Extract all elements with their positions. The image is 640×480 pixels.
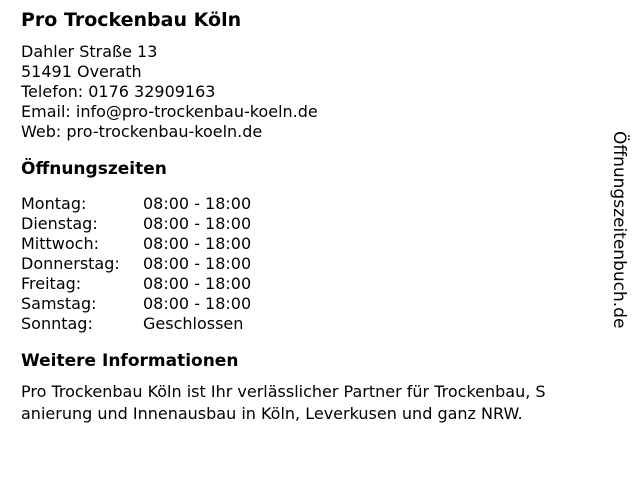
hours-row-wednesday: Mittwoch: 08:00 - 18:00 <box>21 234 251 254</box>
watermark-site-name: Öffnungszeitenbuch.de <box>609 131 629 329</box>
hours-row-tuesday: Dienstag: 08:00 - 18:00 <box>21 214 251 234</box>
page-title: Pro Trockenbau Köln <box>21 9 242 31</box>
hours-row-friday: Freitag: 08:00 - 18:00 <box>21 274 251 294</box>
hours-time: 08:00 - 18:00 <box>143 274 252 293</box>
email-line: Email: info@pro-trockenbau-koeln.de <box>21 102 318 121</box>
hours-time: 08:00 - 18:00 <box>143 294 252 313</box>
hours-row-saturday: Samstag: 08:00 - 18:00 <box>21 294 251 314</box>
info-heading: Weitere Informationen <box>21 351 239 371</box>
phone-line: Telefon: 0176 32909163 <box>21 82 216 101</box>
hours-time: Geschlossen <box>143 314 244 333</box>
description-line-1: Pro Trockenbau Köln ist Ihr verlässliche… <box>21 382 546 401</box>
hours-day: Samstag: <box>21 294 97 313</box>
hours-day: Sonntag: <box>21 314 93 333</box>
hours-day: Donnerstag: <box>21 254 120 273</box>
hours-row-sunday: Sonntag: Geschlossen <box>21 314 251 334</box>
hours-day: Mittwoch: <box>21 234 99 253</box>
web-line: Web: pro-trockenbau-koeln.de <box>21 122 263 141</box>
address-street: Dahler Straße 13 <box>21 42 158 61</box>
hours-row-thursday: Donnerstag: 08:00 - 18:00 <box>21 254 251 274</box>
hours-table: Montag: 08:00 - 18:00 Dienstag: 08:00 - … <box>21 194 251 334</box>
address-city: 51491 Overath <box>21 62 142 81</box>
hours-time: 08:00 - 18:00 <box>143 254 252 273</box>
hours-time: 08:00 - 18:00 <box>143 214 252 233</box>
hours-day: Dienstag: <box>21 214 98 233</box>
business-description: Pro Trockenbau Köln ist Ihr verlässliche… <box>21 381 546 425</box>
hours-time: 08:00 - 18:00 <box>143 234 252 253</box>
hours-day: Montag: <box>21 194 87 213</box>
hours-row-monday: Montag: 08:00 - 18:00 <box>21 194 251 214</box>
description-line-2: anierung und Innenausbau in Köln, Leverk… <box>21 404 523 423</box>
contact-block: Dahler Straße 13 51491 Overath Telefon: … <box>21 42 318 142</box>
hours-heading: Öffnungszeiten <box>21 159 167 179</box>
hours-day: Freitag: <box>21 274 82 293</box>
hours-time: 08:00 - 18:00 <box>143 194 252 213</box>
